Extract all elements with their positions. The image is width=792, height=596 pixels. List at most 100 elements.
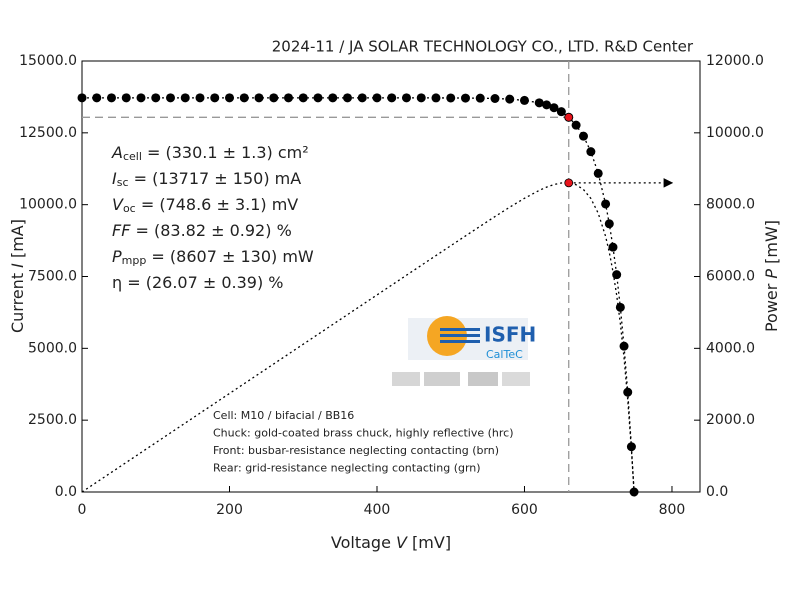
data-point	[342, 93, 352, 103]
data-point	[601, 199, 611, 209]
data-point	[505, 94, 515, 104]
y-tick-label: 7500.0	[28, 269, 77, 285]
x-axis-label-var: V	[396, 533, 408, 552]
data-point	[475, 93, 485, 103]
y-tick-label: 0.0	[55, 484, 77, 500]
y2-axis-label-var: P	[762, 269, 781, 279]
series-line	[81, 182, 635, 493]
data-point	[121, 93, 131, 103]
parameter-sub: mpp	[122, 254, 147, 267]
data-point	[180, 93, 190, 103]
x-tick-label: 600	[511, 502, 538, 518]
y-tick-label: 2500.0	[28, 412, 77, 428]
parameter: Voc = (748.6 ± 3.1) mV	[112, 195, 298, 216]
parameter-sub: cell	[123, 150, 142, 163]
data-point	[519, 95, 529, 105]
data-point	[106, 93, 116, 103]
data-point	[224, 93, 234, 103]
y2-tick-label: 6000.0	[706, 269, 755, 285]
data-point	[195, 93, 205, 103]
x-axis-label: Voltage V [mV]	[331, 533, 451, 552]
data-point	[556, 107, 566, 117]
data-point	[542, 100, 552, 110]
parameter-value: = (26.07 ± 0.39) %	[122, 273, 283, 292]
parameter-sub: sc	[117, 176, 129, 189]
data-point	[401, 93, 411, 103]
note: Front: busbar-resistance neglecting cont…	[213, 444, 499, 457]
data-point	[619, 341, 629, 351]
data-point	[269, 93, 279, 103]
y-tick-label: 10000.0	[19, 197, 77, 213]
data-point	[431, 93, 441, 103]
parameter: FF = (83.82 ± 0.92) %	[112, 221, 292, 240]
blur-block	[468, 372, 498, 386]
parameter-value: = (330.1 ± 1.3) cm²	[142, 143, 309, 162]
logo-name: ISFH	[484, 323, 536, 347]
y2-tick-label: 12000.0	[706, 53, 764, 69]
data-point	[460, 93, 470, 103]
data-point	[239, 93, 249, 103]
parameter: Pmpp = (8607 ± 130) mW	[112, 247, 314, 268]
x-tick-label: 800	[659, 502, 686, 518]
chart-title: 2024-11 / JA SOLAR TECHNOLOGY CO., LTD. …	[272, 38, 694, 56]
x-tick-label: 0	[78, 502, 87, 518]
parameter: η = (26.07 ± 0.39) %	[112, 273, 284, 292]
parameter-symbol: I	[112, 169, 117, 188]
parameter-symbol: V	[112, 195, 124, 214]
y2-tick-label: 2000.0	[706, 412, 755, 428]
note: Rear: grid-resistance neglecting contact…	[213, 462, 481, 475]
data-point	[623, 387, 633, 397]
logo: ISFH CalTeC	[392, 316, 536, 386]
data-point	[298, 93, 308, 103]
data-point	[593, 168, 603, 178]
mpp-point	[564, 112, 574, 122]
data-point	[578, 131, 588, 141]
data-point	[387, 93, 397, 103]
y2-axis-label-text: Power	[762, 279, 781, 332]
x-axis-label-text: Voltage	[331, 533, 396, 552]
data-point	[210, 93, 220, 103]
data-point	[92, 93, 102, 103]
parameter: Isc = (13717 ± 150) mA	[112, 169, 301, 190]
data-point	[77, 93, 87, 103]
data-point	[136, 93, 146, 103]
parameter-value: = (83.82 ± 0.92) %	[130, 221, 291, 240]
data-point	[629, 487, 639, 497]
y2-tick-label: 10000.0	[706, 125, 764, 141]
x-axis-label-unit: [mV]	[407, 533, 451, 552]
data-point	[151, 93, 161, 103]
y-tick-label: 12500.0	[19, 125, 77, 141]
logo-sub: CalTeC	[486, 348, 523, 361]
logo-stripe	[440, 340, 480, 343]
data-point	[586, 147, 596, 157]
y-tick-label: 5000.0	[28, 340, 77, 356]
data-point	[608, 242, 618, 252]
y2-axis-label-unit: [mW]	[762, 220, 781, 269]
parameter-symbol: P	[112, 247, 122, 266]
data-point	[446, 93, 456, 103]
blur-block	[502, 372, 530, 386]
y-tick-label: 15000.0	[19, 53, 77, 69]
parameter-value: = (8607 ± 130) mW	[146, 247, 314, 266]
data-point	[372, 93, 382, 103]
x-tick-label: 400	[364, 502, 391, 518]
data-point	[571, 120, 581, 130]
parameter-symbol: η	[112, 273, 122, 292]
y-axis-label: Current I [mA]	[8, 219, 27, 333]
y2-tick-label: 4000.0	[706, 340, 755, 356]
y2-tick-label: 8000.0	[706, 197, 755, 213]
logo-stripe	[440, 328, 480, 331]
note: Cell: M10 / bifacial / BB16	[213, 409, 354, 422]
logo-stripe	[440, 334, 480, 337]
data-point	[165, 93, 175, 103]
data-point	[612, 270, 622, 280]
data-point	[283, 93, 293, 103]
data-point	[313, 93, 323, 103]
data-point	[549, 103, 559, 113]
data-point	[328, 93, 338, 103]
data-point	[254, 93, 264, 103]
data-point	[534, 98, 544, 108]
blur-block	[424, 372, 460, 386]
blur-block	[392, 372, 420, 386]
